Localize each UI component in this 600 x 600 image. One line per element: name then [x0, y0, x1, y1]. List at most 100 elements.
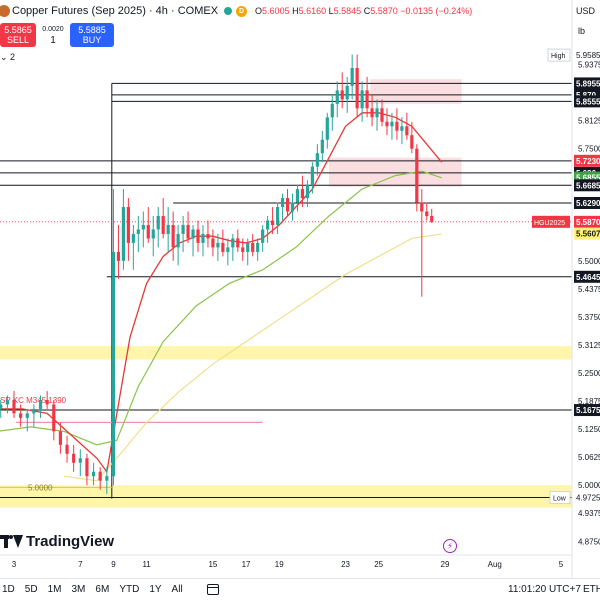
tradingview-logo[interactable]: TradingView	[0, 533, 114, 550]
candle-body	[251, 242, 255, 252]
candle-body	[45, 399, 49, 405]
indicators-toggle[interactable]: ⌄ 2	[0, 52, 16, 62]
timeframe-6m[interactable]: 6M	[95, 584, 110, 595]
candle-body	[216, 242, 220, 248]
candle-body	[116, 251, 121, 261]
candle-body	[300, 189, 305, 199]
sell-button[interactable]: 5.5865 SELL	[0, 23, 36, 47]
candle-body	[370, 108, 374, 118]
time-tick-label: Aug	[488, 560, 502, 569]
price-tick-label: 5.7500	[578, 145, 600, 154]
price-label-box	[574, 270, 600, 283]
time-tick-label: 5	[559, 560, 564, 569]
lightning-icon[interactable]: ⚡	[443, 539, 457, 553]
candle-body	[410, 135, 414, 149]
zone-yellow-1	[0, 485, 572, 508]
candle-body	[196, 229, 200, 243]
quantity-field[interactable]: 0.0020 1	[36, 23, 70, 47]
sell-label: SELL	[6, 35, 30, 45]
price-label-text: 5.6290	[576, 199, 600, 208]
low-value: 5.5845	[333, 6, 362, 16]
timeframe-3m[interactable]: 3M	[71, 584, 86, 595]
candle-body	[0, 404, 3, 409]
candle-body	[161, 216, 165, 234]
trade-panel: 5.5865 SELL 0.0020 1 5.5885 BUY	[0, 23, 114, 47]
ohlc-readout: O5.6005 H5.6160 L5.5845 C5.5870 −0.0135 …	[255, 6, 472, 16]
high-tag-label: High	[551, 53, 566, 60]
candle-body	[325, 117, 329, 140]
candle-body	[141, 224, 145, 230]
timeframe-1d[interactable]: 1D	[2, 584, 15, 595]
timeframe-ytd[interactable]: YTD	[119, 584, 140, 595]
bottom-toolbar: 1D 5D 1M 3M 6M YTD 1Y All 11:01:20 UTC+7…	[0, 578, 600, 600]
market-open-status-icon	[224, 7, 233, 15]
candle-body	[65, 444, 69, 454]
candle-body	[171, 224, 175, 248]
level-5-label: 5.0000	[28, 483, 53, 492]
candle-body	[131, 233, 135, 243]
tradingview-wordmark: TradingView	[26, 533, 115, 550]
time-tick-label: 25	[374, 560, 383, 569]
tradingview-mark-icon	[0, 535, 23, 548]
candle-body	[241, 247, 245, 252]
candle-body	[246, 242, 250, 252]
candle-body	[420, 202, 424, 212]
symbol-title[interactable]: Copper Futures (Sep 2025) · 4h · COMEX	[12, 5, 219, 17]
sell-price: 5.5865	[4, 25, 32, 35]
candle-body	[305, 184, 310, 199]
candle-body	[231, 238, 235, 248]
candle-body	[146, 224, 150, 239]
low-tag-label: Low	[553, 496, 567, 503]
candle-body	[72, 453, 76, 463]
price-tick-label: 5.1250	[578, 425, 600, 434]
candle-body	[85, 458, 89, 477]
candle-body	[310, 166, 314, 185]
price-label-box	[574, 95, 600, 108]
price-label-text: 5.7230	[576, 157, 600, 166]
copper-symbol-icon	[0, 5, 10, 17]
candle-body	[191, 229, 195, 239]
timeframe-all[interactable]: All	[171, 584, 183, 595]
timeframe-1m[interactable]: 1M	[47, 584, 62, 595]
candle-body	[285, 198, 290, 212]
candle-body	[91, 471, 96, 477]
spread-value: 0.0020	[42, 26, 64, 33]
symbol-tag-label: HGU2025	[534, 220, 565, 227]
zone-yellow-0	[0, 346, 572, 360]
price-tick-label: 5.2500	[578, 369, 600, 378]
price-label-box	[574, 77, 600, 90]
high-label: H	[292, 6, 299, 16]
unit-selector[interactable]: lb	[578, 26, 586, 36]
candle-body	[12, 399, 16, 414]
symbol-header: Copper Futures (Sep 2025) · 4h · COMEX D…	[0, 0, 572, 22]
candle-body	[176, 233, 180, 248]
buy-price: 5.5885	[78, 25, 106, 35]
candle-body	[121, 207, 126, 261]
currency-selector[interactable]: USD	[576, 6, 596, 16]
session-selector[interactable]: ETH	[583, 584, 600, 595]
candle-body	[211, 238, 215, 248]
buy-button[interactable]: 5.5885 BUY	[70, 23, 114, 47]
open-label: O	[255, 6, 263, 16]
clock-readout[interactable]: 11:01:20 UTC+7	[508, 584, 581, 595]
go-to-date-calendar-icon[interactable]	[206, 584, 219, 595]
candle-body	[181, 224, 185, 234]
candle-body	[186, 224, 190, 239]
delayed-data-badge[interactable]: D	[236, 5, 248, 17]
timeframe-1y[interactable]: 1Y	[149, 584, 162, 595]
price-label-box	[574, 49, 600, 62]
time-tick-label: 23	[341, 560, 350, 569]
candle-body	[261, 229, 265, 243]
close-label: C	[363, 6, 371, 16]
candle-body	[350, 67, 354, 86]
time-tick-label: 9	[111, 560, 116, 569]
candle-body	[335, 90, 339, 104]
timeframe-5d[interactable]: 5D	[24, 584, 38, 595]
